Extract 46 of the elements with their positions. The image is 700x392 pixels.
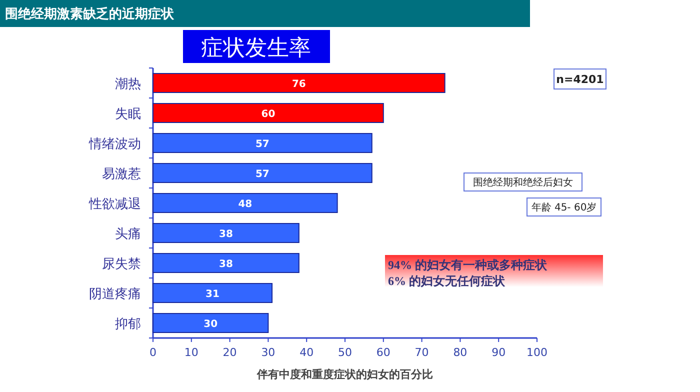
- x-tick-label: 60: [376, 346, 390, 359]
- text: n=4201: [556, 72, 604, 86]
- y-tick-label: 抑郁: [115, 316, 141, 331]
- x-tick-label: 10: [184, 346, 198, 359]
- bar: [152, 103, 384, 123]
- x-tick-label: 20: [222, 346, 237, 359]
- y-tick-label: 潮热: [115, 76, 141, 91]
- x-tick-label: 100: [526, 346, 548, 359]
- data-label: 48: [238, 199, 252, 210]
- y-tick-label: 失眠: [115, 106, 141, 121]
- x-axis-title: 伴有中度和重度症状的妇女的百分比: [256, 368, 433, 381]
- data-label: 57: [255, 169, 270, 180]
- x-tick-label: 90: [492, 346, 506, 359]
- bar: [152, 223, 300, 243]
- y-tick-label: 头痛: [115, 226, 141, 241]
- data-label: 57: [255, 139, 270, 150]
- bar: [152, 73, 446, 93]
- data-label: 76: [292, 79, 306, 90]
- x-tick-label: 40: [300, 346, 314, 359]
- y-tick-label: 尿失禁: [102, 256, 141, 271]
- bar: [152, 253, 300, 273]
- x-tick-label: 80: [453, 346, 468, 359]
- x-tick-label: 0: [150, 346, 156, 359]
- annotation: 6% 的妇女无任何症状: [388, 274, 506, 288]
- y-tick-label: 情绪波动: [88, 136, 141, 151]
- bar: [152, 313, 269, 333]
- annotation: 年龄 45- 60岁: [531, 202, 597, 214]
- data-label: 38: [219, 229, 233, 240]
- data-label: 30: [204, 319, 218, 330]
- bar: [152, 283, 273, 303]
- annotation: 94% 的妇女有一种或多种症状: [388, 258, 548, 272]
- bar: [152, 163, 372, 183]
- data-label: 38: [219, 259, 233, 270]
- annotation: 围绝经期和绝经后妇女: [473, 176, 573, 189]
- bar: [152, 193, 338, 213]
- y-tick-label: 阴道疼痛: [89, 286, 141, 301]
- x-tick-label: 70: [414, 346, 429, 359]
- data-label: 31: [206, 289, 220, 300]
- y-tick-label: 易激惹: [102, 166, 141, 181]
- chart-subtitle: 症状发生率: [201, 36, 311, 61]
- y-tick-label: 性欲减退: [88, 196, 141, 211]
- data-label: 60: [261, 109, 276, 120]
- chart-title: 围绝经期激素缺乏的近期症状: [5, 6, 175, 22]
- bar: [152, 133, 372, 153]
- x-tick-label: 50: [338, 346, 352, 359]
- x-tick-label: 30: [261, 346, 276, 359]
